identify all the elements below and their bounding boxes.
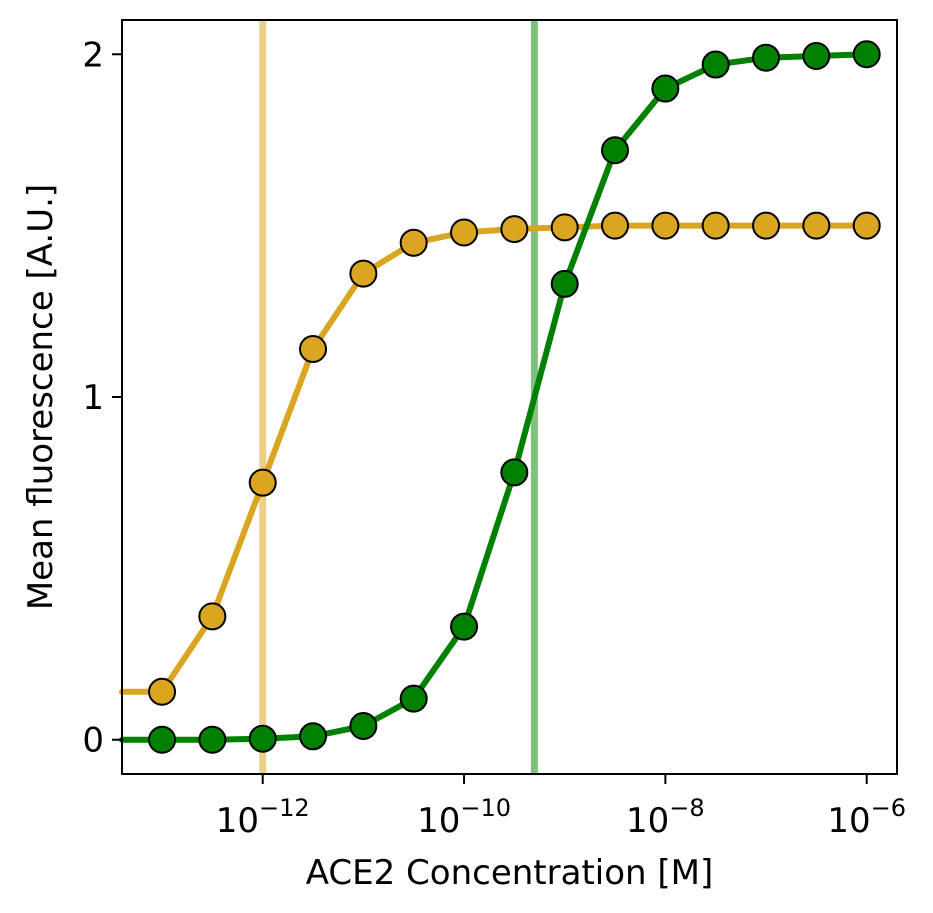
data-point-s2-16 [852, 40, 881, 69]
x-tick-label-1: 10−12 [216, 794, 310, 841]
data-point-s1-3 [198, 602, 227, 631]
series-lines [119, 51, 870, 743]
data-point-s2-4 [248, 724, 277, 753]
data-point-s2-9 [500, 458, 529, 487]
data-point-s1-14 [752, 211, 781, 240]
data-point-s2-10 [550, 269, 579, 298]
x-tick-label-2: 10−10 [417, 794, 511, 841]
y-tick-label-3: 2 [82, 35, 104, 75]
data-point-s2-11 [601, 136, 630, 165]
data-point-s1-4 [248, 468, 277, 497]
data-point-s1-5 [299, 335, 328, 364]
data-point-s1-10 [550, 213, 579, 242]
data-point-s1-13 [701, 211, 730, 240]
data-point-s1-11 [601, 211, 630, 240]
data-point-s1-7 [399, 228, 428, 257]
reference-lines [259, 20, 538, 774]
data-point-s2-3 [198, 725, 227, 754]
data-point-s1-16 [852, 211, 881, 240]
data-point-s1-8 [450, 218, 479, 247]
x-tick-label-4: 10−6 [827, 794, 906, 841]
data-point-s2-5 [299, 722, 328, 751]
data-point-s2-8 [450, 612, 479, 641]
x-tick-label-3: 10−8 [626, 794, 705, 841]
data-point-s2-12 [651, 74, 680, 103]
data-point-s1-2 [148, 677, 177, 706]
data-point-s2-13 [701, 50, 730, 79]
data-point-s2-14 [752, 43, 781, 72]
data-point-s2-6 [349, 712, 378, 741]
y-tick-label-1: 0 [82, 721, 104, 761]
y-axis-ticks: 0 1 2 [82, 35, 122, 761]
data-point-s1-15 [802, 211, 831, 240]
y-axis-label: Mean fluorescence [A.U.] [21, 184, 61, 610]
data-point-s1-6 [349, 259, 378, 288]
y-tick-label-2: 1 [82, 378, 104, 418]
x-axis-ticks: 10−12 10−10 10−8 10−6 [216, 774, 906, 841]
series-line-2 [119, 51, 870, 743]
series-line-1 [119, 222, 870, 695]
data-point-s2-2 [148, 725, 177, 754]
data-point-s2-7 [399, 684, 428, 713]
series-markers [148, 40, 881, 754]
plot-frame [121, 19, 898, 775]
data-point-s1-12 [651, 211, 680, 240]
data-point-s1-9 [500, 215, 529, 244]
x-axis-label: ACE2 Concentration [M] [306, 853, 714, 893]
data-point-s2-15 [802, 41, 831, 70]
